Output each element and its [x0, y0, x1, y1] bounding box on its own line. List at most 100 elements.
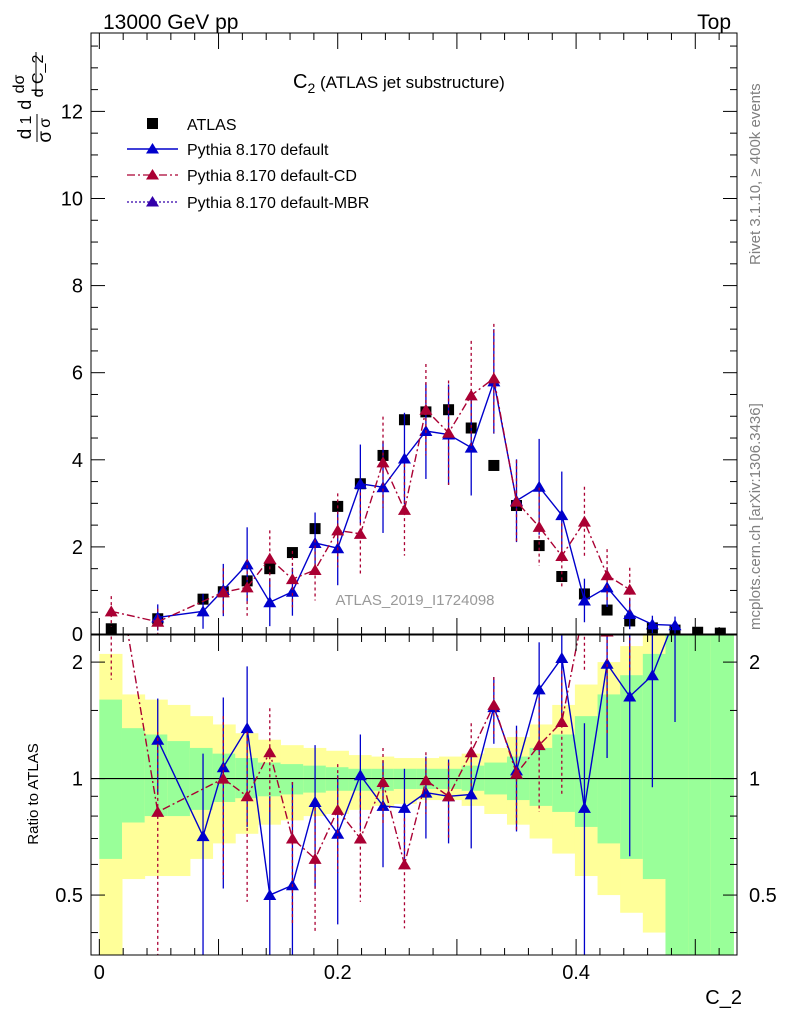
ratio-marker-0	[645, 669, 659, 681]
legend-label-atlas: ATLAS	[187, 117, 237, 134]
ratio-marker-0	[353, 769, 367, 781]
uncertainty-band-green	[280, 764, 304, 795]
legend-entry-atlas: ATLAS	[147, 117, 237, 134]
series-marker-1	[577, 594, 591, 606]
series-marker-2	[151, 615, 165, 627]
atlas-data-point	[692, 626, 704, 634]
ratio-marker-0	[419, 786, 433, 798]
uncertainty-band-green	[574, 716, 599, 827]
series-marker-1	[376, 481, 390, 493]
series-marker-2	[216, 586, 230, 598]
uncertainty-band-green	[99, 699, 123, 859]
uncertainty-band-green	[144, 734, 168, 817]
series-marker-2	[487, 372, 501, 384]
ratio-marker-1	[308, 852, 322, 864]
series-marker-2	[419, 403, 433, 415]
header-left: 13000 GeV pp	[103, 11, 238, 34]
ratio-marker-0	[600, 657, 614, 669]
ratio-marker-1	[263, 746, 277, 758]
atlas-data-point	[533, 540, 545, 552]
series-marker-2	[353, 527, 367, 539]
ratio-marker-0	[240, 722, 254, 734]
ratio-marker-1	[151, 805, 165, 817]
ratio-marker-1	[532, 739, 546, 751]
series-marker-1	[263, 596, 277, 608]
uncertainty-band-green	[688, 635, 712, 955]
x-tick-label: 0	[94, 962, 105, 984]
header-right: Top	[697, 11, 731, 34]
ratio-marker-0	[331, 827, 345, 839]
series-marker-1	[532, 480, 546, 492]
series-marker-2	[285, 573, 299, 585]
mcplots-label: mcplots.cern.ch [arXiv:1306.3436]	[747, 403, 764, 630]
series-marker-2	[442, 426, 456, 438]
chart-title-rest: (ATLAS jet substructure)	[315, 73, 505, 92]
ratio-marker-1	[240, 790, 254, 802]
ratio-y-tick-label-right: 0.5	[749, 885, 777, 907]
uncertainty-band-green	[642, 653, 666, 880]
series-marker-2	[623, 583, 637, 595]
chart-title-main: C	[293, 71, 307, 93]
uncertainty-band-green	[665, 635, 689, 955]
chart-title: C2 (ATLAS jet substructure)	[293, 71, 505, 96]
legend-entry-default-mbr: Pythia 8.170 default-MBR	[127, 195, 369, 212]
series-line-1	[157, 378, 676, 626]
ratio-y-tick-label-right: 2	[749, 652, 760, 674]
ratio-marker-1	[419, 774, 433, 786]
ratio-marker-1	[555, 716, 569, 728]
x-tick-label: 0.2	[324, 962, 352, 984]
ratio-marker-1	[442, 790, 456, 802]
atlas-data-point	[105, 623, 117, 634]
x-tick-label: 0.4	[562, 962, 590, 984]
series-marker-2	[308, 563, 322, 575]
ratio-marker-0	[376, 799, 390, 811]
series-marker-1	[464, 441, 478, 453]
series-marker-2	[510, 495, 524, 507]
ratio-marker-0	[196, 830, 210, 842]
series-marker-1	[623, 607, 637, 619]
ratio-y-axis-label: Ratio to ATLAS	[25, 743, 42, 844]
legend-label-default-mbr: Pythia 8.170 default-MBR	[187, 195, 369, 212]
chart-title-subscript: 2	[307, 80, 315, 96]
ratio-y-tick-label-right: 1	[749, 769, 760, 791]
uncertainty-band-green	[121, 728, 146, 823]
main-y-tick-label: 2	[72, 537, 83, 559]
atlas-data-point	[488, 459, 500, 471]
ratio-marker-1	[353, 832, 367, 844]
series-marker-2	[240, 581, 254, 593]
series-marker-2	[263, 552, 277, 564]
atlas-data-point	[556, 571, 568, 583]
legend-label-default: Pythia 8.170 default	[187, 142, 329, 159]
series-marker-2	[331, 524, 345, 536]
ratio-y-tick-label: 2	[72, 652, 83, 674]
series-marker-1	[397, 452, 411, 464]
main-y-tick-label: 4	[72, 450, 83, 472]
legend-label-default-cd: Pythia 8.170 default-CD	[187, 168, 357, 185]
ratio-marker-1	[464, 746, 478, 758]
ratio-marker-0	[397, 801, 411, 813]
legend-entry-default: Pythia 8.170 default	[127, 142, 329, 159]
series-marker-1	[645, 618, 659, 630]
rivet-version-label: Rivet 3.1.10, ≥ 400k events	[747, 83, 764, 265]
main-y-tick-label: 0	[72, 624, 83, 646]
uncertainty-band-green	[597, 694, 621, 844]
series-marker-2	[577, 515, 591, 527]
x-axis-label: C_2	[705, 987, 742, 1009]
atlas-data-point	[714, 627, 726, 634]
ratio-marker-0	[532, 683, 546, 695]
ratio-y-tick-label: 0.5	[55, 885, 83, 907]
series-marker-1	[353, 477, 367, 489]
ratio-marker-1	[487, 698, 501, 710]
ratio-marker-1	[331, 803, 345, 815]
ratio-marker-0	[263, 889, 277, 901]
series-marker-2	[397, 503, 411, 515]
ratio-marker-1	[397, 858, 411, 870]
series-marker-2	[532, 520, 546, 532]
legend-entry-default-cd: Pythia 8.170 default-CD	[127, 168, 357, 185]
ratio-marker-1	[510, 767, 524, 779]
main-y-tick-label: 10	[61, 188, 83, 210]
main-y-tick-label: 6	[72, 363, 83, 385]
series-marker-2	[555, 550, 569, 562]
main-y-tick-label: 12	[61, 101, 83, 123]
series-marker-2	[376, 456, 390, 468]
